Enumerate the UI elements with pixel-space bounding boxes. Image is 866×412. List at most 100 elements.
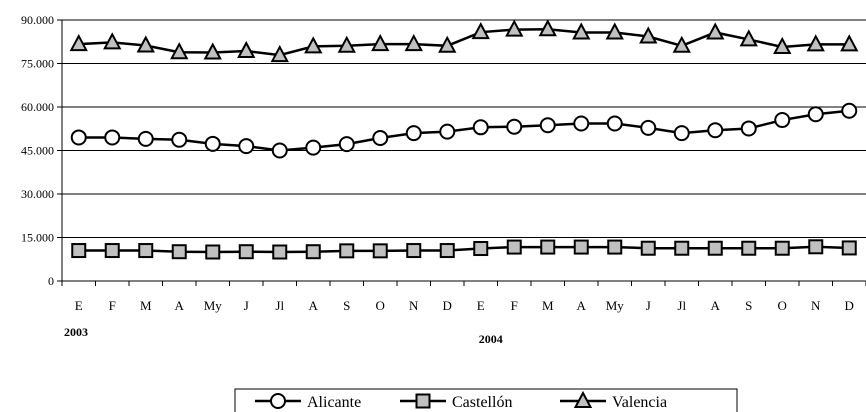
y-tick-label: 0 — [48, 274, 54, 288]
x-tick-label: F — [109, 298, 116, 313]
data-point-valencia — [103, 32, 122, 50]
y-tick-label: 60.000 — [21, 100, 54, 114]
legend: Alicante Castellón Valencia — [234, 388, 738, 412]
data-point-castell-n — [305, 244, 321, 260]
data-point-alicante — [573, 115, 590, 132]
legend-marker-valencia — [573, 390, 593, 408]
data-point-valencia — [806, 34, 825, 52]
y-tick-label: 15.000 — [21, 231, 54, 245]
data-point-castell-n — [573, 239, 589, 255]
x-tick-label: A — [711, 298, 721, 313]
data-point-valencia — [69, 33, 88, 52]
data-point-valencia — [170, 42, 189, 60]
series-alicante — [70, 102, 858, 159]
legend-marker-castell-n — [415, 393, 431, 409]
x-tick-label: My — [204, 298, 223, 313]
series-group — [69, 19, 859, 260]
data-point-alicante — [372, 130, 389, 147]
data-point-castell-n — [372, 243, 388, 259]
legend-label-valencia: Valencia — [612, 394, 667, 411]
legend-item-valencia: Valencia — [560, 390, 667, 411]
data-point-alicante — [640, 119, 657, 136]
year-label: 2003 — [64, 325, 88, 339]
x-tick-label: My — [606, 298, 625, 313]
x-tick-label: A — [309, 298, 319, 313]
data-point-castell-n — [540, 239, 556, 255]
data-point-alicante — [539, 117, 556, 134]
x-tick-label: A — [175, 298, 185, 313]
data-point-valencia — [471, 22, 490, 40]
x-tick-label: D — [845, 298, 854, 313]
x-tick-label: D — [443, 298, 452, 313]
data-point-castell-n — [774, 240, 790, 256]
data-point-valencia — [203, 42, 222, 60]
x-tick-label: E — [75, 298, 83, 313]
data-point-castell-n — [506, 239, 522, 255]
x-axis-ticks: E F M A My J Jl A S O N D E F M A My J Jl A S O N D — [61, 281, 866, 313]
data-point-alicante — [740, 120, 757, 137]
data-point-castell-n — [808, 239, 824, 255]
data-point-alicante — [70, 129, 87, 146]
data-point-castell-n — [707, 240, 723, 256]
data-point-valencia — [672, 35, 691, 53]
data-point-valencia — [270, 44, 289, 63]
data-point-valencia — [538, 19, 557, 37]
y-tick-label: 45.000 — [21, 144, 54, 158]
data-point-valencia — [136, 35, 155, 53]
legend-label-alicante: Alicante — [307, 394, 361, 411]
data-point-alicante — [606, 115, 623, 132]
data-point-alicante — [506, 118, 523, 135]
legend-item-alicante: Alicante — [255, 393, 361, 411]
data-point-castell-n — [138, 243, 154, 259]
data-point-valencia — [337, 35, 356, 53]
data-point-alicante — [673, 125, 690, 142]
y-tick-label: 90.000 — [21, 13, 54, 27]
data-point-valencia — [840, 34, 859, 52]
data-point-castell-n — [640, 240, 656, 256]
data-point-castell-n — [674, 240, 690, 256]
x-tick-label: O — [376, 298, 385, 313]
data-point-valencia — [572, 22, 591, 40]
legend-marker-alicante — [270, 393, 286, 409]
legend-item-castell-n: Castellón — [400, 393, 512, 411]
data-point-valencia — [237, 40, 256, 59]
legend-label-castell-n: Castellón — [452, 394, 512, 411]
data-point-alicante — [137, 130, 154, 147]
gridlines — [62, 19, 866, 238]
legend-box — [234, 388, 738, 412]
data-point-alicante — [238, 138, 255, 155]
data-point-alicante — [405, 125, 422, 142]
data-point-castell-n — [205, 244, 221, 260]
data-point-alicante — [104, 129, 121, 146]
x-tick-label: O — [778, 298, 787, 313]
series-line-alicante — [78, 109, 850, 152]
data-point-alicante — [338, 136, 355, 153]
x-tick-label: J — [244, 298, 249, 313]
data-point-valencia — [404, 33, 423, 52]
year-labels: 2003 2004 — [64, 325, 503, 346]
data-point-castell-n — [71, 243, 87, 259]
x-tick-label: N — [811, 298, 821, 313]
data-point-valencia — [304, 36, 323, 54]
data-point-castell-n — [238, 244, 254, 260]
data-point-valencia — [371, 33, 390, 52]
data-point-castell-n — [104, 243, 120, 259]
data-point-alicante — [841, 102, 858, 119]
data-point-castell-n — [741, 240, 757, 256]
x-tick-label: A — [577, 298, 587, 313]
x-tick-label: Jl — [677, 298, 686, 313]
data-point-valencia — [639, 26, 658, 44]
y-tick-label: 75.000 — [21, 57, 54, 71]
x-tick-label: Jl — [275, 298, 284, 313]
data-point-valencia — [739, 29, 758, 47]
data-point-castell-n — [439, 243, 455, 259]
data-point-castell-n — [841, 240, 857, 256]
data-point-castell-n — [339, 243, 355, 259]
data-point-alicante — [707, 122, 724, 139]
y-axis-ticks: 0 15.000 30.000 45.000 60.000 75.000 90.000 — [21, 13, 62, 288]
series-castell-n — [71, 239, 857, 260]
series-valencia — [69, 19, 859, 63]
data-point-alicante — [807, 106, 824, 123]
data-point-valencia — [505, 19, 524, 37]
